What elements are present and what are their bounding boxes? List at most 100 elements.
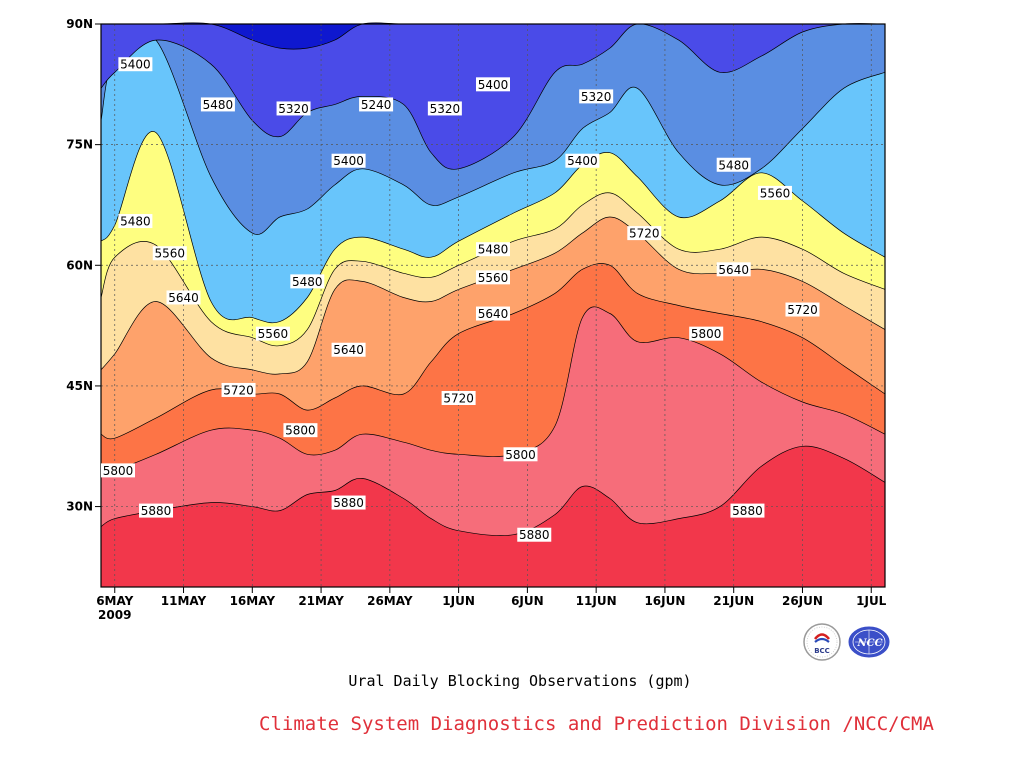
contour-label-5800: 5800 (503, 447, 538, 462)
band-5240 (101, 22, 885, 50)
svg-text:5800: 5800 (505, 448, 536, 462)
svg-text:5720: 5720 (787, 303, 818, 317)
contour-label-5640: 5640 (331, 342, 366, 357)
contour-label-5880: 5880 (730, 503, 765, 518)
y-tick-label: 30N (66, 500, 93, 514)
contour-label-5560: 5560 (476, 270, 510, 285)
contour-label-5640: 5640 (716, 262, 751, 277)
contour-label-5400: 5400 (565, 153, 600, 168)
svg-text:5560: 5560 (258, 327, 289, 341)
y-tick-label: 45N (66, 379, 93, 393)
contour-label-5640: 5640 (476, 306, 510, 321)
svg-text:5800: 5800 (103, 464, 134, 478)
svg-text:5400: 5400 (567, 154, 598, 168)
contour-line-5800 (100, 306, 886, 472)
x-tick-label: 26JUN (782, 594, 823, 608)
contour-label-5720: 5720 (785, 302, 820, 317)
contour-line-5400 (100, 32, 886, 235)
svg-text:5240: 5240 (361, 98, 392, 112)
svg-text:5800: 5800 (285, 424, 316, 438)
band-5320 (101, 23, 885, 170)
x-axis: 6MAY 11MAY 16MAY 21MAY 26MAY 1JUN 6JUN 11JUN 16J… (96, 587, 887, 622)
plot-frame (100, 23, 886, 588)
svg-text:5640: 5640 (168, 291, 199, 305)
credit-line: Climate System Diagnostics and Predictio… (259, 713, 934, 735)
contour-label-5400: 5400 (476, 77, 510, 92)
contour-label-5240: 5240 (359, 97, 394, 112)
contour-label-5880: 5880 (517, 527, 552, 542)
contour-label-5720: 5720 (221, 382, 256, 397)
x-tick-label: 11JUN (576, 594, 617, 608)
svg-text:5400: 5400 (333, 154, 364, 168)
contour-line-5320 (100, 23, 886, 170)
svg-text:5480: 5480 (718, 158, 749, 172)
svg-text:5480: 5480 (120, 215, 151, 229)
x-tick-label: 11MAY (161, 594, 207, 608)
svg-text:5720: 5720 (629, 227, 660, 241)
chart-caption: Ural Daily Blocking Observations (gpm) (348, 672, 692, 690)
x-tick-label: 26MAY (367, 594, 413, 608)
contour-label-5640: 5640 (166, 290, 201, 305)
svg-text:5720: 5720 (443, 391, 474, 405)
contour-label-5560: 5560 (255, 326, 290, 341)
y-tick-label: 90N (66, 17, 93, 31)
contour-labels: 5400 5480 5320 5240 5320 5400 5320 5400 5400 5480… (101, 57, 820, 542)
svg-text:5880: 5880 (333, 496, 364, 510)
x-tick-label: 16MAY (230, 594, 276, 608)
svg-text:5560: 5560 (760, 186, 791, 200)
contour-label-5800: 5800 (689, 326, 724, 341)
y-tick-label: 60N (66, 258, 93, 272)
svg-text:5400: 5400 (478, 78, 509, 92)
y-tick-label: 75N (66, 138, 93, 152)
contour-line-5560 (100, 192, 886, 347)
contour-label-5800: 5800 (101, 463, 135, 478)
contour-label-5560: 5560 (152, 246, 187, 261)
contour-label-5320: 5320 (276, 101, 311, 116)
x-year-label: 2009 (98, 608, 131, 622)
svg-text:5480: 5480 (478, 243, 509, 257)
x-tick-label: 16JUN (644, 594, 685, 608)
svg-text:5640: 5640 (333, 343, 364, 357)
contour-label-5480: 5480 (476, 242, 510, 257)
x-tick-label: 21JUN (713, 594, 754, 608)
x-tick-label: 1JUL (856, 594, 887, 608)
ncc-logo: NCC (847, 625, 891, 659)
svg-text:5640: 5640 (718, 263, 749, 277)
x-tick-label: 6MAY (96, 594, 133, 608)
y-axis: 30N 45N 60N 75N 90N (66, 17, 101, 514)
svg-text:5800: 5800 (691, 327, 722, 341)
bcc-logo: BCC (803, 623, 841, 661)
contour-label-5800: 5800 (283, 423, 318, 438)
contour-label-5720: 5720 (441, 390, 476, 405)
svg-text:5400: 5400 (120, 58, 151, 72)
svg-text:BCC: BCC (814, 647, 830, 655)
x-tick-label: 6JUN (511, 594, 544, 608)
x-tick-label: 21MAY (298, 594, 344, 608)
svg-text:5880: 5880 (732, 504, 763, 518)
contour-label-5880: 5880 (331, 495, 366, 510)
svg-text:5560: 5560 (154, 247, 185, 261)
svg-text:5640: 5640 (478, 307, 509, 321)
contour-label-5720: 5720 (627, 226, 662, 241)
svg-text:5480: 5480 (292, 275, 323, 289)
contour-label-5400: 5400 (331, 153, 366, 168)
svg-text:5320: 5320 (581, 90, 612, 104)
contour-label-5560: 5560 (757, 185, 792, 200)
svg-text:NCC: NCC (856, 638, 882, 649)
contour-line-5480 (100, 131, 886, 324)
contour-label-5320: 5320 (579, 89, 614, 104)
svg-text:5880: 5880 (141, 504, 172, 518)
svg-text:5880: 5880 (519, 528, 550, 542)
contour-label-5400: 5400 (118, 57, 153, 72)
svg-text:5320: 5320 (278, 102, 309, 116)
contour-label-5480: 5480 (716, 157, 751, 172)
x-tick-label: 1JUN (442, 594, 475, 608)
contour-label-5480: 5480 (200, 97, 235, 112)
svg-text:5560: 5560 (478, 271, 509, 285)
contour-label-5880: 5880 (139, 503, 174, 518)
svg-text:5720: 5720 (223, 383, 254, 397)
contour-label-5320: 5320 (427, 101, 462, 116)
svg-text:5320: 5320 (430, 102, 461, 116)
contour-label-5480: 5480 (290, 274, 325, 289)
